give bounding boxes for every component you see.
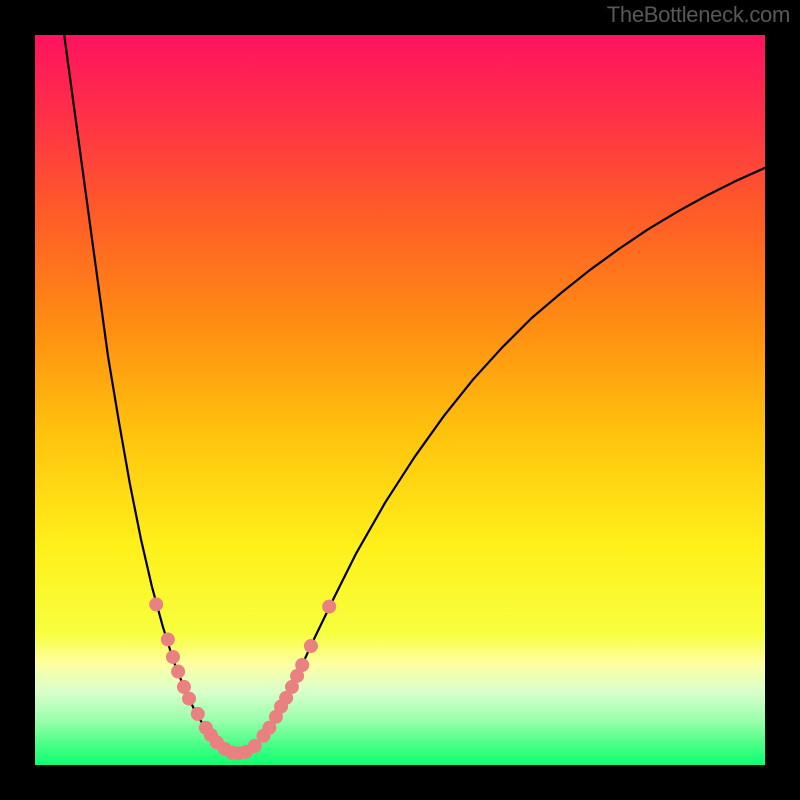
plot-background [35,35,765,765]
chart-container: TheBottleneck.com [0,0,800,800]
data-marker [171,665,185,679]
data-marker [191,707,205,721]
chart-svg [0,0,800,800]
data-marker [182,692,196,706]
data-marker [166,650,180,664]
data-marker [322,600,336,614]
data-marker [304,639,318,653]
data-marker [161,632,175,646]
data-marker [295,658,309,672]
data-marker [149,597,163,611]
